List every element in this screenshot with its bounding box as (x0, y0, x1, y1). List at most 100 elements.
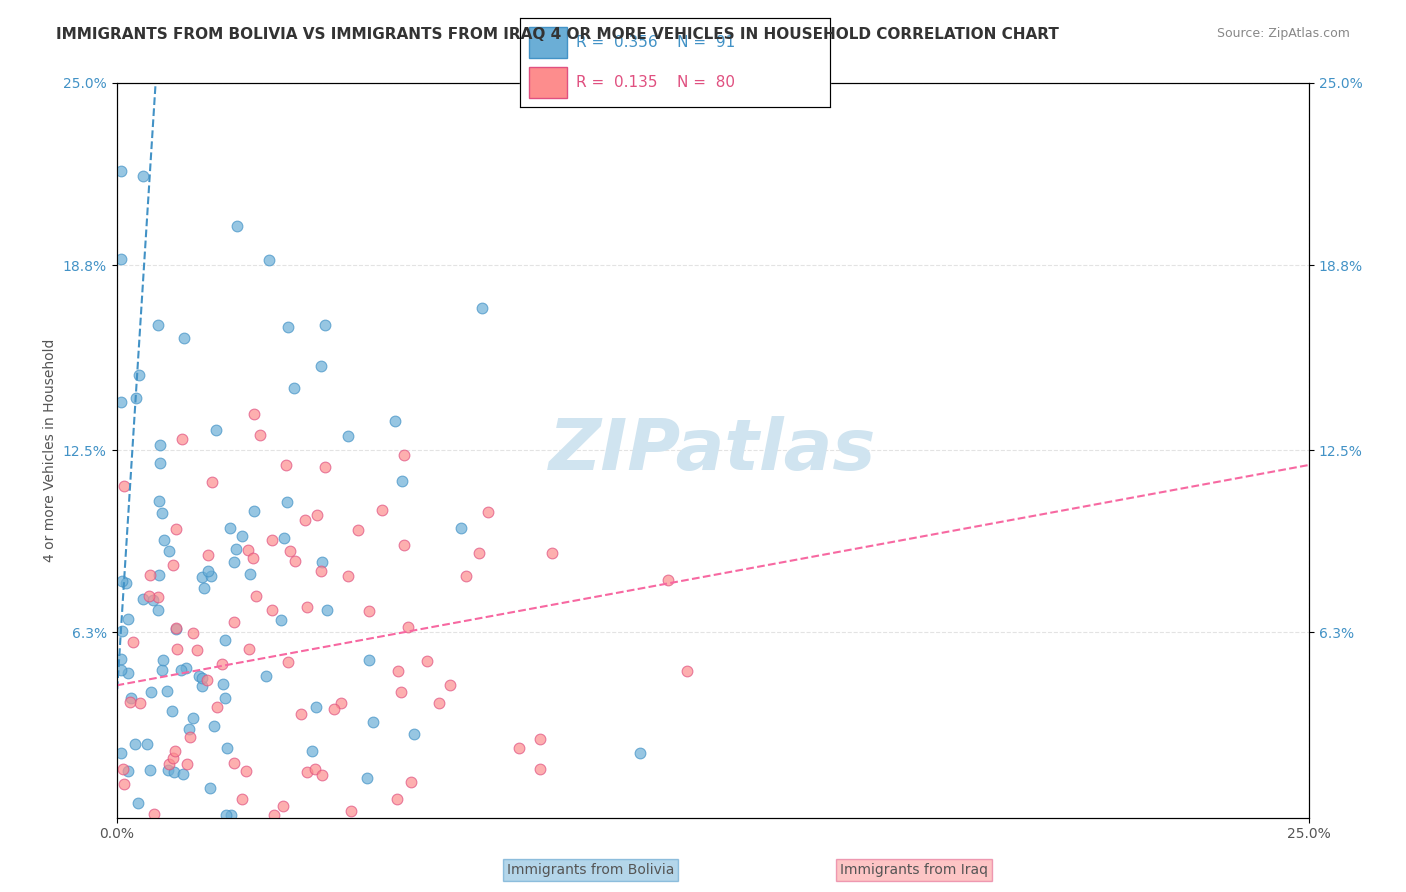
Point (219, 807, 242, 822)
Point (290, 707, 312, 722)
Point (157, 764, 180, 778)
Point (439, 678, 461, 692)
Point (404, 727, 426, 741)
Point (200, 569, 222, 583)
Point (217, 740, 239, 755)
Point (135, 738, 157, 752)
Point (120, 691, 142, 706)
Point (254, 669, 277, 683)
Point (202, 718, 225, 732)
Point (262, 533, 284, 547)
Point (214, 691, 236, 706)
Point (218, 520, 240, 534)
Point (277, 319, 299, 334)
Point (138, 589, 160, 603)
Text: ZIPatlas: ZIPatlas (550, 416, 876, 484)
Point (187, 669, 209, 683)
Point (149, 437, 172, 451)
Point (337, 429, 360, 443)
Point (396, 620, 419, 634)
Point (260, 603, 283, 617)
Point (139, 568, 162, 582)
Point (132, 591, 155, 606)
Point (191, 570, 214, 584)
Point (179, 722, 201, 736)
Point (111, 624, 134, 638)
Point (307, 508, 329, 523)
Point (399, 774, 422, 789)
Point (110, 164, 132, 178)
Point (231, 529, 253, 543)
Point (117, 612, 139, 626)
Point (115, 576, 138, 591)
Point (224, 756, 246, 770)
Point (314, 318, 336, 332)
Point (214, 633, 236, 648)
Point (148, 456, 170, 470)
Point (183, 711, 205, 725)
Point (243, 504, 266, 518)
Point (110, 746, 132, 760)
Point (110, 663, 132, 677)
Point (148, 568, 170, 582)
Point (110, 651, 132, 665)
Point (165, 522, 187, 536)
Point (197, 564, 219, 578)
Point (274, 458, 297, 472)
Point (222, 555, 245, 569)
Point (392, 538, 415, 552)
Point (529, 763, 551, 777)
Point (242, 550, 264, 565)
Point (117, 665, 139, 680)
Text: Source: ZipAtlas.com: Source: ZipAtlas.com (1216, 27, 1350, 40)
Point (294, 513, 316, 527)
Point (427, 696, 450, 710)
Text: Immigrants from Bolivia: Immigrants from Bolivia (506, 863, 675, 877)
Point (359, 604, 381, 618)
Point (117, 764, 139, 779)
Point (112, 478, 135, 492)
Point (225, 542, 247, 557)
Point (181, 626, 204, 640)
Point (179, 730, 201, 744)
Point (138, 763, 160, 777)
Y-axis label: 4 or more Vehicles in Household: 4 or more Vehicles in Household (44, 339, 58, 562)
Text: IMMIGRANTS FROM BOLIVIA VS IMMIGRANTS FROM IRAQ 4 OR MORE VEHICLES IN HOUSEHOLD : IMMIGRANTS FROM BOLIVIA VS IMMIGRANTS FR… (56, 27, 1059, 42)
Point (628, 746, 651, 760)
Point (270, 614, 292, 628)
Point (283, 381, 305, 395)
Point (198, 780, 221, 795)
Text: R =  0.356    N =  91: R = 0.356 N = 91 (576, 36, 735, 50)
Point (337, 569, 360, 583)
Point (122, 635, 145, 649)
Point (176, 757, 198, 772)
Point (309, 565, 332, 579)
Point (304, 762, 326, 776)
Point (132, 169, 155, 183)
Point (257, 252, 280, 267)
Point (384, 414, 406, 428)
Point (193, 581, 215, 595)
FancyBboxPatch shape (530, 27, 567, 58)
Point (263, 807, 285, 822)
Point (284, 554, 307, 568)
Point (150, 663, 173, 677)
Point (359, 653, 381, 667)
Point (153, 533, 176, 548)
Point (205, 423, 228, 437)
Point (226, 219, 249, 233)
Point (249, 428, 271, 442)
Point (271, 799, 294, 814)
Point (143, 807, 166, 822)
Point (416, 654, 439, 668)
Point (142, 593, 165, 607)
Point (477, 505, 499, 519)
Point (657, 573, 679, 587)
Point (273, 532, 295, 546)
Point (215, 807, 238, 822)
Point (295, 600, 318, 615)
Point (301, 744, 323, 758)
Point (172, 432, 194, 446)
Point (340, 804, 363, 818)
Point (387, 664, 409, 678)
